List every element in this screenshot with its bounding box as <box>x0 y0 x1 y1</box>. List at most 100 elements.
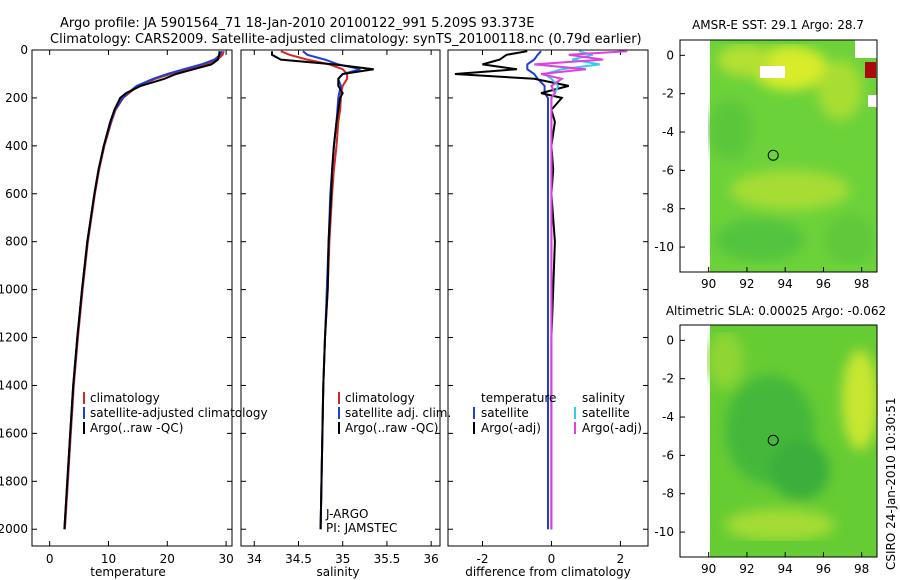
x-tick-label: 34 <box>247 552 262 566</box>
y-tick-label: 1000 <box>0 283 28 297</box>
y-tick-label: 0 <box>20 43 28 57</box>
y-tick-label: -8 <box>662 202 674 216</box>
x-tick-label: 98 <box>854 277 869 291</box>
legend-header-temperature: temperature <box>481 391 556 405</box>
series-line-satellite-adj-clim- <box>302 50 361 530</box>
figure-title-line2: Climatology: CARS2009. Satellite-adjuste… <box>50 32 642 47</box>
salinity-xlabel: salinity <box>316 565 359 579</box>
salinity-axes-box <box>240 49 441 547</box>
sst-missing-data <box>855 40 877 58</box>
x-tick-label: 35 <box>335 552 350 566</box>
sst-missing-data <box>868 95 877 107</box>
sst-missing-data <box>760 66 785 78</box>
temperature-series <box>63 50 225 530</box>
temperature-xlabel: temperature <box>90 565 165 579</box>
depth-axis: 0 200 400 600 800 1000 1200 1400 1600 1800 2000 <box>0 43 28 536</box>
legend-label-climatology: climatology <box>345 391 415 405</box>
legend-header-salinity: salinity <box>582 391 625 405</box>
sst-warm-patch <box>818 60 862 120</box>
legend-label-argo: Argo(..raw -QC) <box>345 421 438 435</box>
y-tick-label: 800 <box>5 235 28 249</box>
salinity-series <box>271 50 374 530</box>
sla-field-texture <box>707 332 878 541</box>
y-tick-label: -2 <box>662 372 674 386</box>
x-tick-label: 0 <box>46 552 54 566</box>
sla-x-axis: 90 92 94 96 98 <box>701 552 869 576</box>
sst-axes-box <box>679 39 878 273</box>
y-tick-label: -8 <box>662 487 674 501</box>
salinity-annotation-pi: PI: JAMSTEC <box>326 521 397 535</box>
legend-label-satellite: satellite adj. clim. <box>345 406 451 420</box>
sla-high-patch <box>725 509 835 541</box>
legend-label-climatology: climatology <box>90 391 160 405</box>
legend-label-satellite: satellite-adjusted climatology <box>90 406 268 420</box>
series-line-argo-raw-qc- <box>63 51 221 530</box>
y-tick-label: -10 <box>654 525 674 539</box>
x-tick-label: 96 <box>816 277 831 291</box>
sla-high-patch <box>707 332 743 388</box>
legend-label-temp-satellite: satellite <box>481 406 529 420</box>
argo-float-marker <box>767 434 779 446</box>
y-tick-label: 600 <box>5 187 28 201</box>
x-tick-label: 98 <box>854 562 869 576</box>
sla-map-title: Altimetric SLA: 0.00025 Argo: -0.062 <box>666 304 886 318</box>
salinity-legend: climatology satellite adj. clim. Argo(..… <box>338 391 451 435</box>
x-tick-label: 92 <box>739 562 754 576</box>
y-tick-label: 1600 <box>0 426 28 440</box>
y-tick-label: 1800 <box>0 474 28 488</box>
series-line-satellite-adjusted-climatology <box>63 50 223 530</box>
x-tick-label: 96 <box>816 562 831 576</box>
argo-float-marker <box>767 149 779 161</box>
series-line-argo-raw-qc- <box>271 51 374 530</box>
temperature-axes-box <box>31 49 233 547</box>
difference-legend: temperature salinity satellite Argo(-adj… <box>473 391 642 435</box>
x-tick-label: 30 <box>218 552 233 566</box>
y-tick-label: -4 <box>662 125 674 139</box>
figure-title-line1: Argo profile: JA 5901564_71 18-Jan-2010 … <box>60 16 534 31</box>
x-tick-label: 90 <box>701 277 716 291</box>
x-tick-label: 35.5 <box>374 552 401 566</box>
temperature-x-axis: 0 10 20 30 <box>46 50 234 566</box>
sst-map-title: AMSR-E SST: 29.1 Argo: 28.7 <box>692 18 864 32</box>
y-tick-label: 1200 <box>0 331 28 345</box>
x-tick-label: 36 <box>424 552 439 566</box>
legend-label-argo: Argo(..raw -QC) <box>90 421 183 435</box>
sst-cool-patch <box>708 100 752 160</box>
difference-x-axis: -2 0 2 <box>476 50 624 566</box>
series-line-salinity-argo-adj- <box>534 50 628 530</box>
sla-argo-marker-layer <box>767 434 779 446</box>
y-tick-label: -10 <box>654 240 674 254</box>
difference-axes-box <box>447 49 649 547</box>
legend-label-sal-argo: Argo(-adj) <box>582 421 642 435</box>
x-tick-label: 0 <box>548 552 556 566</box>
y-tick-label: 200 <box>5 91 28 105</box>
sst-argo-marker-layer <box>767 149 779 161</box>
x-tick-label: 90 <box>701 562 716 576</box>
x-tick-label: 34.5 <box>285 552 312 566</box>
x-tick-label: 94 <box>778 562 793 576</box>
x-tick-label: 92 <box>739 277 754 291</box>
sla-y-axis: 0 -2 -4 -6 -8 -10 <box>654 333 685 539</box>
sla-axes-box <box>679 324 878 558</box>
side-timestamp-label: CSIRO 24-Jan-2010 10:30:51 <box>884 398 898 570</box>
temperature-legend: climatology satellite-adjusted climatolo… <box>83 391 268 435</box>
y-tick-label: 1400 <box>0 378 28 392</box>
y-tick-label: 0 <box>666 333 674 347</box>
y-tick-label: -6 <box>662 163 674 177</box>
sla-low-patch <box>770 440 830 500</box>
salinity-panel: 34 34.5 35 35.5 36 salinity climatology sate… <box>240 49 451 579</box>
legend-label-sal-satellite: satellite <box>582 406 630 420</box>
x-tick-label: 10 <box>101 552 116 566</box>
sst-x-axis: 90 92 94 96 98 <box>701 267 869 291</box>
sla-field <box>707 325 878 557</box>
sla-high-patch <box>842 350 878 450</box>
difference-series <box>454 50 628 530</box>
difference-xlabel: difference from climatology <box>465 565 631 579</box>
series-line-climatology <box>63 50 225 530</box>
sst-cool-patch <box>715 218 805 262</box>
y-tick-label: -6 <box>662 448 674 462</box>
legend-label-temp-argo: Argo(-adj) <box>481 421 541 435</box>
x-tick-label: 94 <box>778 277 793 291</box>
x-tick-label: 20 <box>160 552 175 566</box>
x-tick-label: 2 <box>617 552 625 566</box>
